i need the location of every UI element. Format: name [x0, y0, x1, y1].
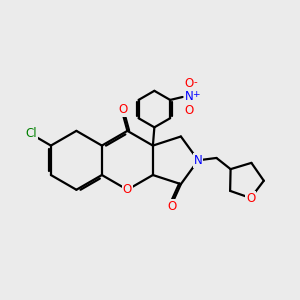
Text: O: O [246, 191, 255, 205]
Text: N: N [194, 154, 203, 167]
Text: O: O [167, 200, 177, 213]
Text: O: O [184, 104, 194, 117]
Text: O: O [184, 77, 194, 90]
Text: -: - [194, 77, 197, 87]
Text: +: + [192, 90, 199, 99]
Text: N: N [184, 91, 194, 103]
Text: O: O [123, 183, 132, 196]
Text: Cl: Cl [25, 127, 37, 140]
Text: O: O [118, 103, 128, 116]
